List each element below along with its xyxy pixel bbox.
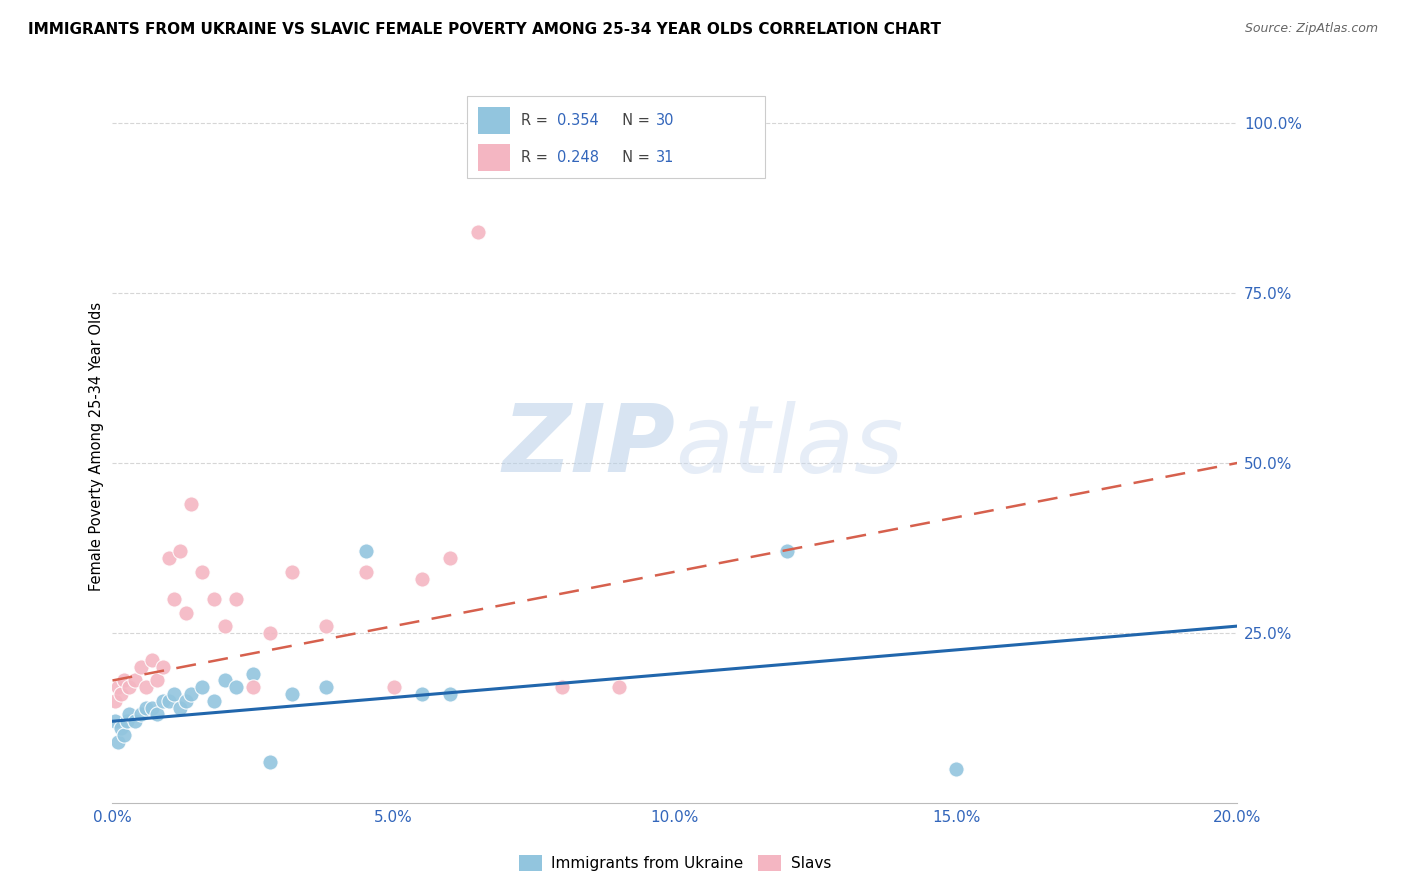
Point [259,626,281,640]
Text: ZIP: ZIP [502,400,675,492]
Point [129,707,152,722]
Point [191,680,214,694]
Legend: Immigrants from Ukraine, Slavs: Immigrants from Ukraine, Slavs [513,849,837,877]
Point [439,687,461,701]
Point [315,680,337,694]
Point [141,653,163,667]
Point [214,619,236,633]
Point [439,551,461,566]
Point [315,619,337,633]
Point [411,687,433,701]
Point [169,700,191,714]
Point [281,565,304,579]
Point [135,700,157,714]
Point [104,714,127,729]
Point [163,687,186,701]
FancyBboxPatch shape [478,145,509,171]
Point [124,673,146,688]
Point [146,707,169,722]
Point [202,694,225,708]
Point [115,714,138,729]
Point [551,680,574,694]
Point [191,565,214,579]
Text: IMMIGRANTS FROM UKRAINE VS SLAVIC FEMALE POVERTY AMONG 25-34 YEAR OLDS CORRELATI: IMMIGRANTS FROM UKRAINE VS SLAVIC FEMALE… [28,22,941,37]
Point [354,565,377,579]
Point [152,694,174,708]
Text: R =: R = [520,150,553,165]
Point [467,225,489,239]
FancyBboxPatch shape [467,96,765,178]
Point [242,680,264,694]
Point [157,551,180,566]
Point [174,694,197,708]
Point [202,591,225,606]
Point [180,687,202,701]
Point [112,673,135,688]
Point [776,544,799,558]
Point [135,680,157,694]
Text: atlas: atlas [675,401,903,491]
Point [169,544,191,558]
Point [174,606,197,620]
Point [607,680,630,694]
Point [141,700,163,714]
Point [157,694,180,708]
Point [107,734,129,748]
Point [225,680,247,694]
Point [242,666,264,681]
Point [110,721,132,735]
Text: 0.354: 0.354 [557,113,599,128]
FancyBboxPatch shape [478,107,509,134]
Point [104,694,127,708]
Point [225,591,247,606]
Point [110,687,132,701]
Y-axis label: Female Poverty Among 25-34 Year Olds: Female Poverty Among 25-34 Year Olds [89,301,104,591]
Text: 0.248: 0.248 [557,150,599,165]
Point [354,544,377,558]
Text: N =: N = [613,150,655,165]
Point [146,673,169,688]
Point [107,680,129,694]
Text: R =: R = [520,113,553,128]
Point [152,660,174,674]
Text: N =: N = [613,113,655,128]
Point [124,714,146,729]
Point [118,707,141,722]
Point [259,755,281,769]
Point [129,660,152,674]
Text: 30: 30 [655,113,675,128]
Point [411,572,433,586]
Point [945,762,967,776]
Point [180,497,202,511]
Point [382,680,405,694]
Point [214,673,236,688]
Text: Source: ZipAtlas.com: Source: ZipAtlas.com [1244,22,1378,36]
Text: 31: 31 [655,150,673,165]
Point [112,728,135,742]
Point [118,680,141,694]
Point [163,591,186,606]
Point [281,687,304,701]
